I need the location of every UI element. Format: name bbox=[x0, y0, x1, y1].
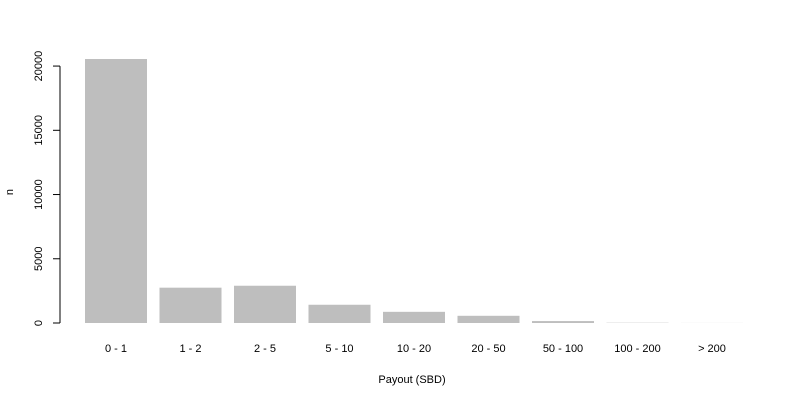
y-axis-title: n bbox=[4, 189, 16, 195]
x-tick-label: 5 - 10 bbox=[325, 343, 353, 355]
y-tick-label: 5000 bbox=[33, 247, 45, 271]
x-tick-labels: 0 - 1 1 - 2 2 - 5 5 - 10 10 - 20 20 - 50 50 - … bbox=[105, 343, 726, 355]
y-tick-label: 15000 bbox=[33, 115, 45, 146]
x-tick-label: 1 - 2 bbox=[179, 343, 201, 355]
y-tick-label: 20000 bbox=[33, 51, 45, 82]
bars-group bbox=[85, 59, 743, 323]
bar-3 bbox=[308, 304, 371, 323]
bar-4 bbox=[383, 311, 445, 323]
x-tick-label: 0 - 1 bbox=[105, 343, 127, 355]
y-tick-label: 10000 bbox=[33, 179, 45, 210]
bar-1 bbox=[159, 287, 222, 323]
bar-0 bbox=[85, 59, 147, 323]
bar-6 bbox=[532, 321, 594, 323]
bar-2 bbox=[234, 285, 296, 323]
y-axis: 0 5000 10000 15000 20000 bbox=[33, 51, 61, 326]
bar-5 bbox=[457, 315, 520, 323]
x-axis-title: Payout (SBD) bbox=[378, 374, 445, 386]
x-tick-label: 50 - 100 bbox=[543, 343, 583, 355]
y-tick-label: 0 bbox=[33, 320, 45, 326]
x-tick-label: 10 - 20 bbox=[397, 343, 431, 355]
x-tick-label: 100 - 200 bbox=[614, 343, 660, 355]
x-tick-label: 20 - 50 bbox=[471, 343, 505, 355]
x-tick-label: 2 - 5 bbox=[254, 343, 276, 355]
x-tick-label: > 200 bbox=[698, 343, 726, 355]
